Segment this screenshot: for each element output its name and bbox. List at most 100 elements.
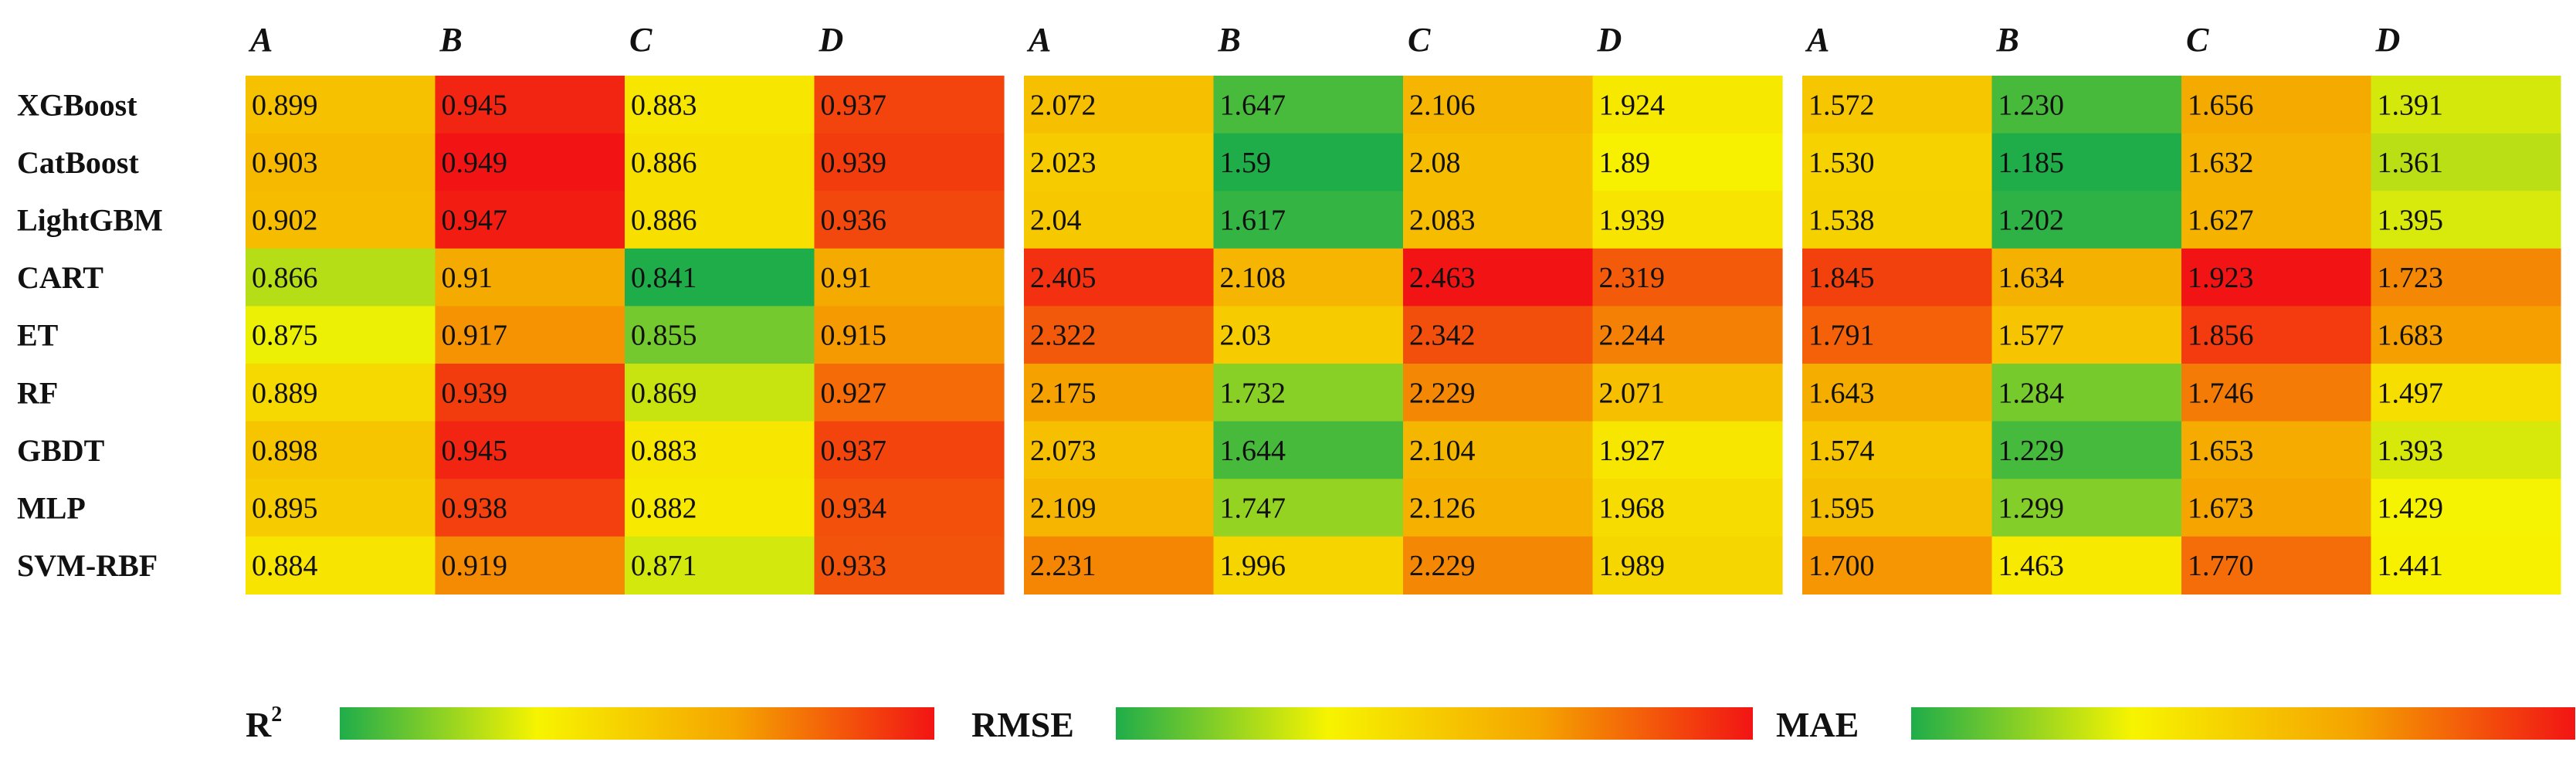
cell-value: 1.463 <box>1998 550 2065 582</box>
heatmap-cell <box>435 248 625 307</box>
cell-value: 2.023 <box>1030 147 1096 179</box>
heatmap-cell <box>2181 536 2372 595</box>
row-label-mlp: MLP <box>17 491 86 526</box>
heatmap-cell <box>625 248 815 307</box>
cell-value: 2.072 <box>1030 89 1096 121</box>
heatmap-cell <box>625 421 815 479</box>
cell-value: 0.875 <box>252 320 318 352</box>
cell-value: 2.229 <box>1409 550 1476 582</box>
cell-value: 0.841 <box>631 262 697 294</box>
cell-value: 1.996 <box>1220 550 1286 582</box>
legend-label: RMSE <box>971 705 1074 744</box>
heatmap-cell <box>1592 364 1783 422</box>
heatmap-cell <box>435 364 625 422</box>
cell-value: 0.884 <box>252 550 318 582</box>
cell-value: 0.895 <box>252 493 318 525</box>
cell-value: 1.856 <box>2188 320 2254 352</box>
cell-value: 0.919 <box>442 550 508 582</box>
heatmap-cell <box>2371 248 2561 307</box>
heatmap-cell <box>1213 248 1404 307</box>
row-label-et: ET <box>17 318 59 353</box>
heatmap-cell <box>1991 364 2182 422</box>
cell-value: 0.927 <box>821 377 887 409</box>
cell-value: 1.538 <box>1808 205 1875 237</box>
column-header-b: B <box>439 21 463 59</box>
cell-value: 2.109 <box>1030 493 1096 525</box>
cell-value: 1.700 <box>1808 550 1875 582</box>
heatmap-cell <box>1403 248 1594 307</box>
cell-value: 0.855 <box>631 320 697 352</box>
heatmap-cell <box>1592 248 1783 307</box>
heatmap-cell <box>246 191 436 249</box>
heatmap-cell <box>1991 248 2182 307</box>
cell-value: 1.299 <box>1998 493 2065 525</box>
heatmap-cell <box>246 421 436 479</box>
cell-value: 1.89 <box>1599 147 1651 179</box>
cell-value: 1.939 <box>1599 205 1666 237</box>
heatmap-cell <box>435 421 625 479</box>
row-label-cart: CART <box>17 260 103 295</box>
cell-value: 0.869 <box>631 377 697 409</box>
cell-value: 0.91 <box>442 262 493 294</box>
heatmap-cell <box>1403 133 1594 191</box>
heatmap-cell <box>625 76 815 134</box>
cell-value: 0.934 <box>821 493 887 525</box>
heatmap-cell <box>1802 133 1993 191</box>
heatmap-cell <box>1024 248 1215 307</box>
heatmap-cell <box>1802 248 1993 307</box>
cell-value: 0.886 <box>631 205 697 237</box>
cell-value: 1.361 <box>2378 147 2444 179</box>
heatmap-cell <box>1991 306 2182 364</box>
cell-value: 1.441 <box>2378 550 2444 582</box>
legend-label: R2 <box>246 703 282 744</box>
heatmap-cell <box>2371 536 2561 595</box>
cell-value: 1.577 <box>1998 320 2065 352</box>
heatmap-cell <box>1024 536 1215 595</box>
heatmap-cell <box>814 479 1005 537</box>
cell-value: 0.91 <box>821 262 873 294</box>
cell-value: 2.342 <box>1409 320 1476 352</box>
cell-value: 0.933 <box>821 550 887 582</box>
heatmap-cell <box>2181 133 2372 191</box>
legend-label: MAE <box>1776 705 1859 744</box>
heatmap-cell <box>1802 479 1993 537</box>
legend-mae: MAE <box>1776 705 2575 744</box>
column-header-a: A <box>1026 21 1051 59</box>
heatmap-cell <box>1403 364 1594 422</box>
heatmap-cell <box>1024 479 1215 537</box>
cell-value: 1.647 <box>1220 89 1286 121</box>
color-scale-bar <box>1911 707 2575 740</box>
heatmap-cell <box>1213 479 1404 537</box>
cell-value: 1.617 <box>1220 205 1286 237</box>
cell-value: 2.231 <box>1030 550 1096 582</box>
heatmap-cell <box>814 191 1005 249</box>
column-header-c: C <box>1408 21 1431 59</box>
heatmap-panel-mae: A B C D 1.572 1.230 1.656 1.391 1.530 1.185 1.632 1… <box>1802 21 2561 595</box>
cell-value: 0.899 <box>252 89 318 121</box>
heatmap-cell <box>625 536 815 595</box>
row-label-rf: RF <box>17 375 58 410</box>
heatmap-cell <box>1802 536 1993 595</box>
heatmap-cell <box>2181 306 2372 364</box>
cell-value: 1.927 <box>1599 435 1666 467</box>
cell-value: 1.643 <box>1808 377 1875 409</box>
heatmap-cell <box>814 364 1005 422</box>
heatmap-cell <box>1802 76 1993 134</box>
heatmap-cell <box>625 306 815 364</box>
cell-value: 0.947 <box>442 205 508 237</box>
cell-value: 2.319 <box>1599 262 1666 294</box>
cell-value: 1.791 <box>1808 320 1875 352</box>
cell-value: 2.106 <box>1409 89 1476 121</box>
heatmap-cell <box>1213 306 1404 364</box>
cell-value: 0.886 <box>631 147 697 179</box>
heatmap-cell <box>1403 76 1594 134</box>
cell-value: 1.723 <box>2378 262 2444 294</box>
legend-r: R2 <box>246 703 934 744</box>
heatmap-cell <box>814 536 1005 595</box>
heatmap-cell <box>2181 479 2372 537</box>
heatmap-cell <box>1802 191 1993 249</box>
heatmap-cell <box>2181 421 2372 479</box>
heatmap-cell <box>1213 133 1404 191</box>
cell-value: 1.627 <box>2188 205 2254 237</box>
row-label-xgboost: XGBoost <box>17 87 137 122</box>
